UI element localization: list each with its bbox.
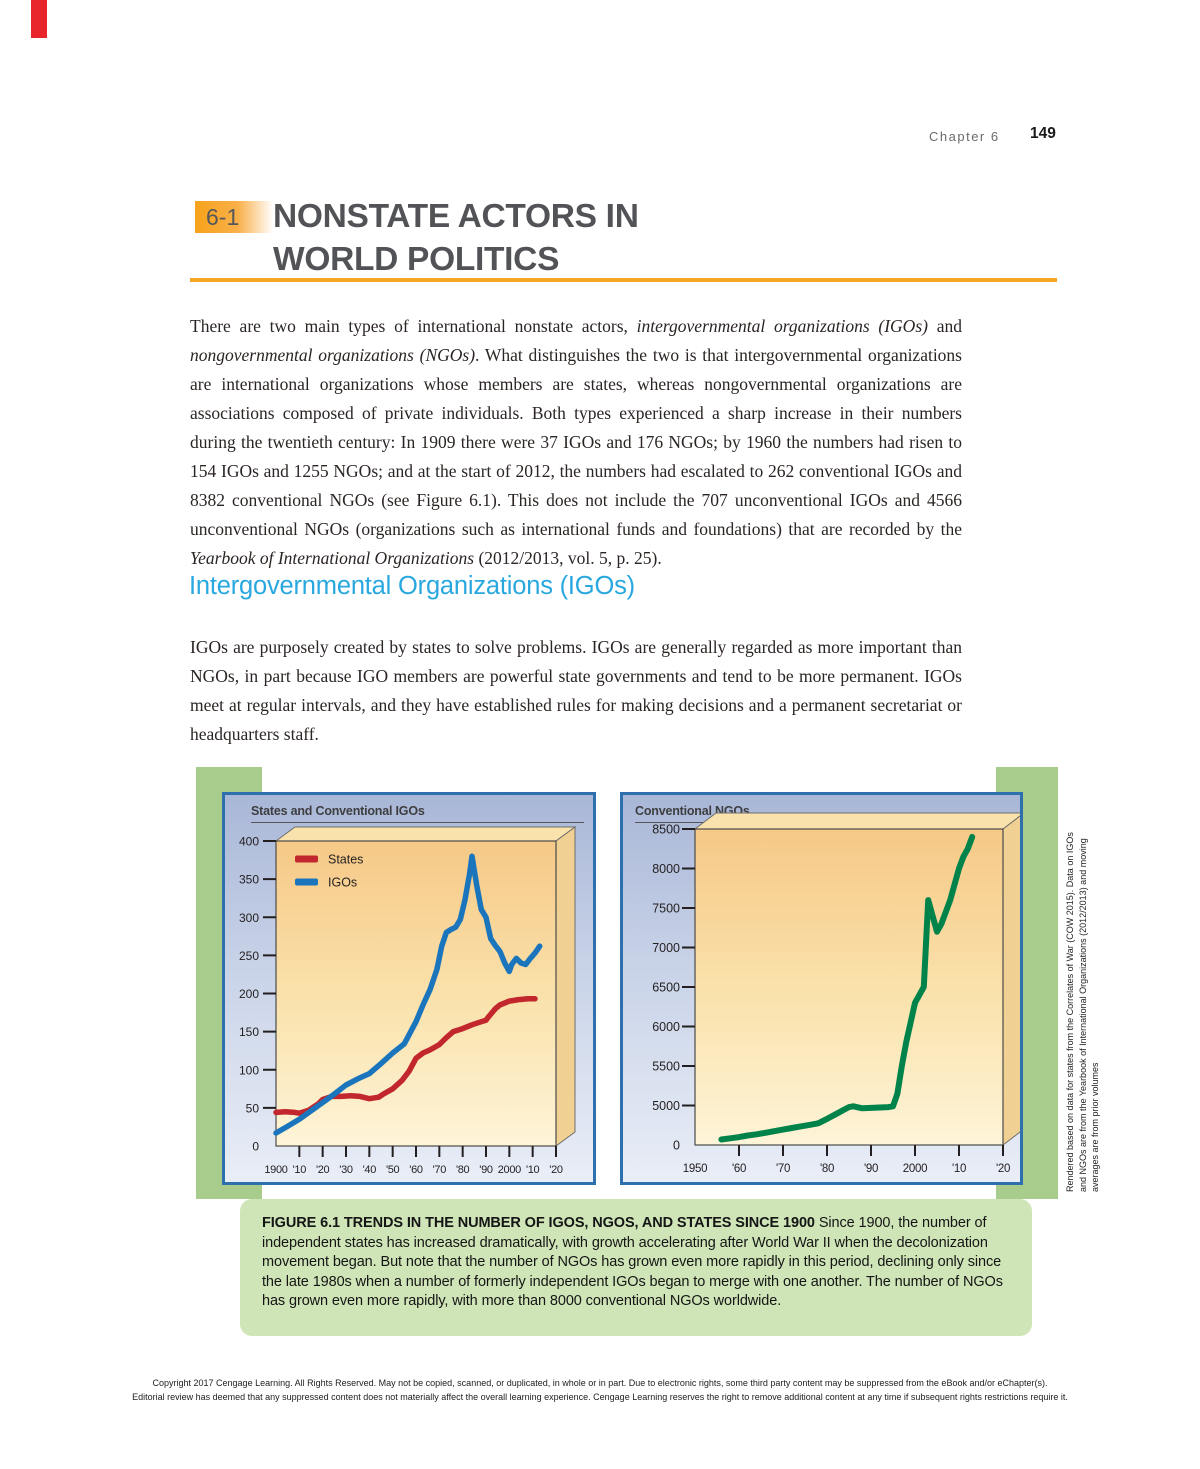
svg-text:'60: '60 (732, 1163, 746, 1175)
svg-text:5000: 5000 (652, 1099, 680, 1113)
svg-text:7500: 7500 (652, 902, 680, 916)
svg-text:0: 0 (673, 1139, 680, 1153)
svg-text:'90: '90 (864, 1163, 878, 1175)
svg-text:150: 150 (239, 1025, 259, 1039)
igo-paragraph: IGOs are purposely created by states to … (190, 636, 962, 744)
svg-text:'10: '10 (952, 1163, 966, 1175)
ngos-chart: 0 5000 5500 6000 6500 7000 7500 8000 8500 1950 '60… (652, 812, 1020, 1175)
svg-text:'30: '30 (339, 1164, 353, 1176)
figure-caption-panel (240, 1199, 1032, 1336)
svg-text:300: 300 (239, 911, 259, 925)
svg-text:'70: '70 (433, 1164, 447, 1176)
svg-text:8500: 8500 (652, 823, 680, 837)
igo-subheading: Intergovernmental Organizations (IGOs) (189, 572, 635, 600)
svg-text:350: 350 (239, 873, 259, 887)
svg-text:'40: '40 (363, 1164, 377, 1176)
states-igos-chart-panel: States and Conventional IGOs 0 50 100 150 20… (222, 792, 596, 1185)
copyright-footer: Copyright 2017 Cengage Learning. All Rig… (0, 1377, 1200, 1404)
ngos-chart-panel: Conventional NGOs 0 5000 5500 6000 6500 7000 7… (620, 792, 1023, 1185)
section-title: NONSTATE ACTORS IN WORLD POLITICS (273, 198, 639, 278)
copyright-line-2: Editorial review has deemed that any sup… (132, 1391, 1068, 1402)
svg-text:'20: '20 (996, 1163, 1010, 1175)
section-title-rule (190, 278, 1057, 282)
svg-text:200: 200 (239, 987, 259, 1001)
svg-text:IGOs: IGOs (328, 876, 357, 890)
figure-source-note: Rendered based on data for states from t… (1065, 832, 1100, 1192)
section-number-badge: 6-1 (195, 201, 273, 233)
svg-text:2000: 2000 (903, 1163, 927, 1175)
running-head-page-number: 149 (1030, 125, 1056, 142)
svg-text:'70: '70 (776, 1163, 790, 1175)
svg-text:250: 250 (239, 949, 259, 963)
svg-text:5500: 5500 (652, 1060, 680, 1074)
svg-text:'80: '80 (820, 1163, 834, 1175)
svg-text:7000: 7000 (652, 941, 680, 955)
svg-text:50: 50 (246, 1101, 260, 1115)
svg-text:'90: '90 (479, 1164, 493, 1176)
svg-text:'10: '10 (526, 1164, 540, 1176)
svg-text:400: 400 (239, 835, 259, 849)
intro-paragraph: There are two main types of internationa… (190, 315, 962, 568)
svg-text:'50: '50 (386, 1164, 400, 1176)
svg-text:8000: 8000 (652, 862, 680, 876)
svg-text:'20: '20 (549, 1164, 563, 1176)
svg-text:1900: 1900 (264, 1164, 287, 1176)
svg-text:'60: '60 (409, 1164, 423, 1176)
svg-text:0: 0 (252, 1140, 259, 1154)
svg-text:100: 100 (239, 1063, 259, 1077)
svg-text:'10: '10 (293, 1164, 307, 1176)
svg-text:'80: '80 (456, 1164, 470, 1176)
running-head-chapter: Chapter 6 (929, 129, 1000, 144)
svg-text:6000: 6000 (652, 1020, 680, 1034)
figure-caption: FIGURE 6.1 TRENDS IN THE NUMBER OF IGOS,… (262, 1215, 1003, 1309)
svg-text:6500: 6500 (652, 981, 680, 995)
states-igos-chart: 0 50 100 150 200 250 300 350 400 1900 '10 '20 '30 '40… (239, 826, 577, 1176)
svg-text:1950: 1950 (683, 1163, 707, 1175)
copyright-line-1: Copyright 2017 Cengage Learning. All Rig… (152, 1378, 1048, 1388)
svg-text:'20: '20 (316, 1164, 330, 1176)
states-igos-chart-title: States and Conventional IGOs (251, 804, 584, 823)
svg-text:2000: 2000 (498, 1164, 521, 1176)
red-bookmark-ribbon (31, 0, 47, 38)
svg-text:States: States (328, 853, 363, 867)
